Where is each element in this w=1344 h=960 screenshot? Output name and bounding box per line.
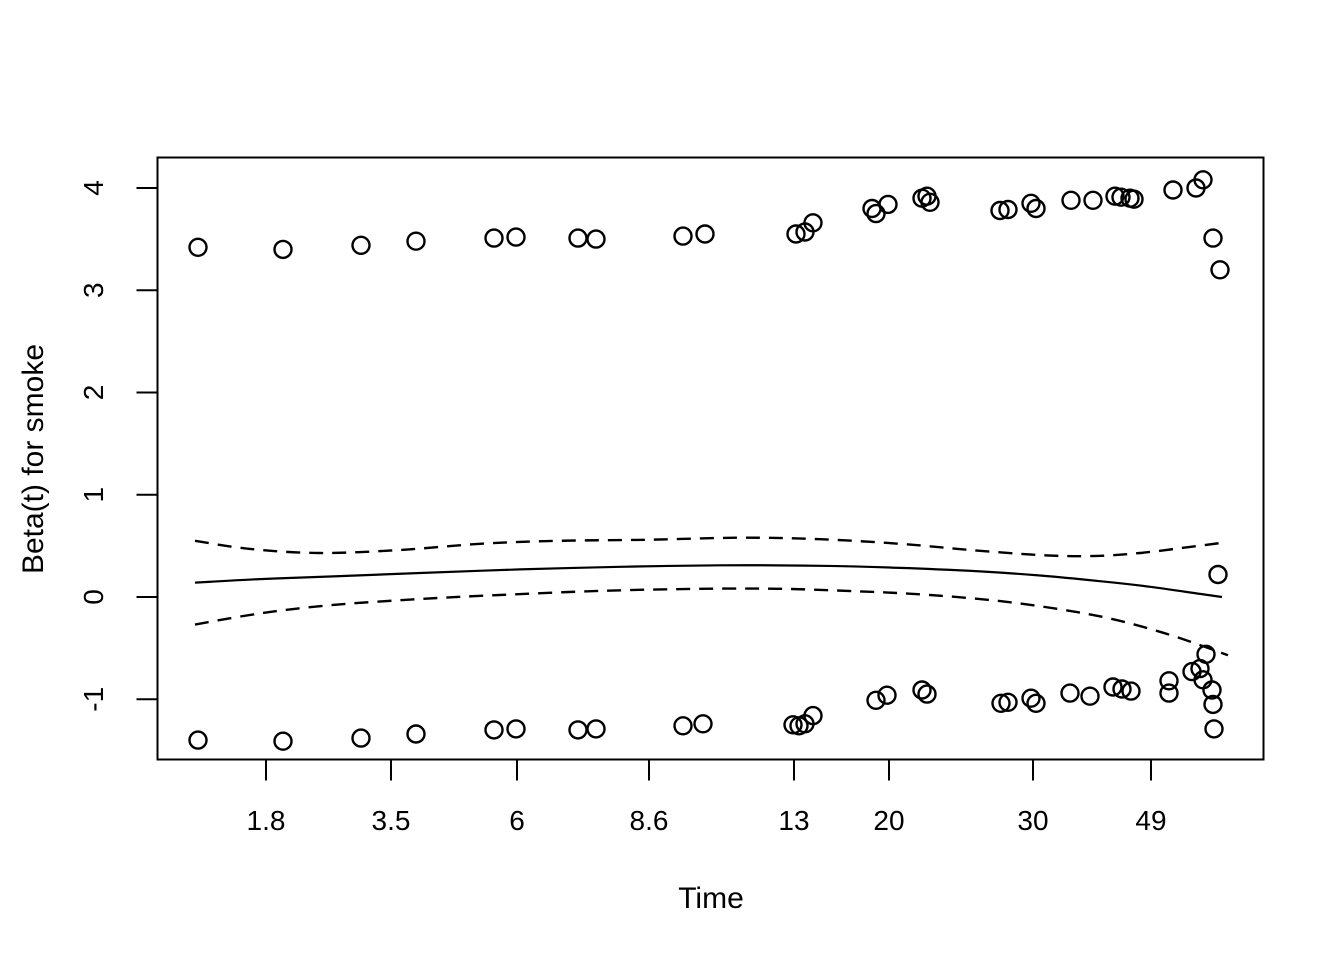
residual-point <box>693 714 713 734</box>
residual-point <box>1202 680 1222 700</box>
residual-point <box>406 231 426 251</box>
residual-point <box>484 720 504 740</box>
residual-point <box>586 719 606 739</box>
x-tick-label: 8.6 <box>630 805 669 836</box>
residual-point <box>673 226 693 246</box>
residual-point <box>991 693 1011 713</box>
x-tick-label: 13 <box>778 805 809 836</box>
residual-point <box>803 213 823 233</box>
residual-point <box>1204 719 1224 739</box>
residual-point <box>1061 190 1081 211</box>
residual-point <box>1121 681 1141 701</box>
residual-point <box>1203 694 1223 715</box>
residual-point <box>568 720 588 740</box>
x-tick-label: 20 <box>873 805 904 836</box>
residual-point <box>273 239 293 260</box>
residual-point <box>406 724 426 744</box>
y-tick-label: 0 <box>78 589 109 605</box>
x-tick-label: 49 <box>1135 805 1166 836</box>
residual-point <box>484 228 504 248</box>
residual-point <box>786 224 806 244</box>
residual-point <box>273 731 293 751</box>
upper-confidence-band-line <box>194 536 1223 558</box>
residual-point <box>917 684 937 704</box>
y-tick-label: 2 <box>78 385 109 401</box>
y-tick-label: -1 <box>78 687 109 712</box>
residual-point <box>1060 683 1080 703</box>
residual-point <box>878 194 898 215</box>
x-tick-label: 1.8 <box>247 805 286 836</box>
residual-point <box>912 680 932 700</box>
residual-point <box>506 719 526 739</box>
residual-point <box>1021 193 1041 214</box>
residual-point <box>1080 686 1100 706</box>
x-tick-label: 30 <box>1017 805 1048 836</box>
residual-point <box>1159 671 1179 691</box>
residual-point <box>1159 683 1179 703</box>
smooth-fit-line <box>194 564 1223 599</box>
x-tick-label: 3.5 <box>372 805 411 836</box>
residual-point <box>1196 644 1216 664</box>
residual-point <box>866 690 886 710</box>
residual-point <box>1111 187 1131 207</box>
residual-point <box>866 203 886 224</box>
residual-point <box>1163 180 1183 200</box>
residual-point <box>990 200 1010 221</box>
residual-point <box>351 728 371 748</box>
residual-point <box>188 730 208 750</box>
y-tick-label: 1 <box>78 487 109 503</box>
y-tick-label: 3 <box>78 282 109 298</box>
residual-point <box>673 716 693 736</box>
residual-point <box>920 192 940 213</box>
residual-point <box>803 705 823 726</box>
residual-point <box>1021 688 1041 708</box>
y-axis-title: Beta(t) for smoke <box>17 343 50 575</box>
residual-point <box>1026 693 1046 713</box>
residual-point <box>506 227 526 247</box>
x-tick-label: 6 <box>509 805 525 836</box>
residual-point <box>1193 170 1213 190</box>
y-tick-label: 4 <box>78 180 109 196</box>
residual-point <box>1208 564 1228 585</box>
residual-point <box>351 235 371 256</box>
residual-point <box>1026 198 1046 219</box>
residual-point <box>1210 260 1230 280</box>
residual-point <box>1103 677 1123 697</box>
plot-border <box>156 156 1265 761</box>
x-axis-title: Time <box>678 882 744 915</box>
residual-point <box>862 198 882 219</box>
residual-point <box>998 692 1018 712</box>
residual-point <box>1203 228 1223 248</box>
residual-point <box>1124 189 1144 209</box>
residual-point <box>188 237 208 258</box>
residual-point <box>877 685 897 705</box>
residual-point <box>1083 190 1103 211</box>
residual-point <box>998 199 1018 220</box>
lower-confidence-band-line <box>194 587 1229 657</box>
residual-point <box>695 224 715 244</box>
residual-point <box>568 228 588 248</box>
residual-point <box>1112 679 1132 699</box>
residual-point <box>586 229 606 249</box>
